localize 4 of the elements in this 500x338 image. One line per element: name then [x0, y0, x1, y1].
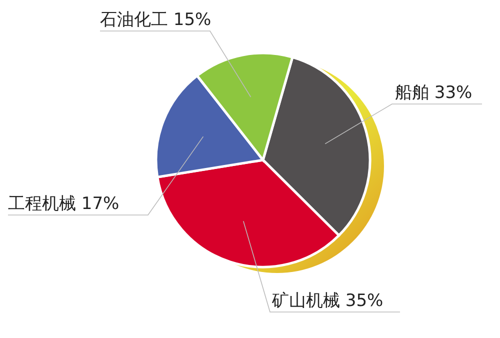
slice-label: 船舶 33% [395, 83, 472, 103]
slice-label: 石油化工 15% [100, 10, 212, 30]
slice-label: 矿山机械 35% [271, 291, 384, 311]
slice-label: 工程机械 17% [8, 194, 120, 214]
